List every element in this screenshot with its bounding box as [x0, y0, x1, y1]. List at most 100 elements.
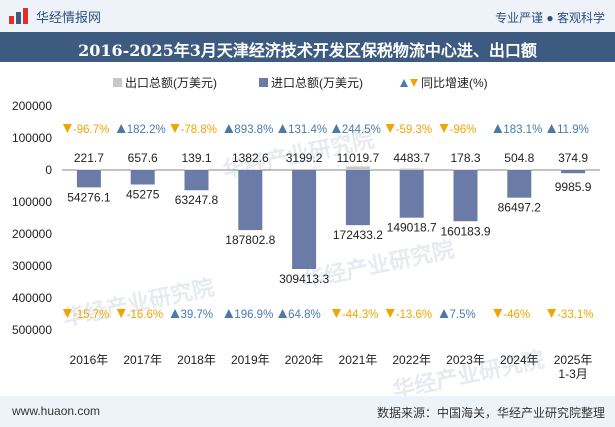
export-value-label: 1382.6	[232, 151, 269, 165]
legend-label-export: 出口总额(万美元)	[125, 76, 217, 90]
export-growth-label: -96.7%	[73, 124, 109, 136]
import-bar	[238, 170, 263, 231]
import-bar	[561, 170, 586, 174]
slogan: 专业严谨 ● 客观科学	[495, 11, 605, 25]
x-tick-label: 2022年	[392, 353, 431, 367]
y-tick-label: 500000	[12, 323, 52, 337]
legend-triangle-up-icon	[400, 79, 408, 87]
export-growth-down-icon	[439, 124, 449, 133]
brand-logo-icon	[9, 8, 28, 24]
x-tick-label: 2023年	[446, 353, 485, 367]
brand-name: 华经情报网	[36, 9, 102, 25]
import-growth-label: -15.7%	[73, 309, 109, 321]
export-value-label: 221.7	[74, 151, 104, 165]
import-growth-label: 7.5%	[450, 309, 476, 321]
x-tick-label: 2017年	[123, 353, 162, 367]
import-growth-label: 196.9%	[234, 309, 273, 321]
export-value-label: 139.1	[181, 151, 211, 165]
export-growth-up-icon	[331, 124, 341, 133]
export-bar	[130, 169, 155, 170]
import-value-label: 149018.7	[387, 221, 437, 235]
import-growth-up-icon	[224, 309, 234, 318]
export-growth-label: 131.4%	[288, 124, 327, 136]
footer-site: www.huaon.com	[12, 404, 101, 418]
export-bar	[453, 169, 478, 170]
import-growth-up-icon	[170, 309, 180, 318]
export-value-label: 657.6	[128, 151, 158, 165]
x-tick-label: 2018年	[177, 353, 216, 367]
header-band	[0, 0, 615, 32]
import-growth-down-icon	[62, 309, 72, 318]
export-growth-up-icon	[547, 124, 557, 133]
export-value-label: 504.8	[504, 151, 534, 165]
export-growth-label: -96%	[450, 124, 477, 136]
legend-swatch-import	[259, 78, 268, 87]
export-bar	[238, 169, 263, 170]
legend-label-growth: 同比增速(%)	[421, 76, 488, 90]
legend-label-import: 进口总额(万美元)	[271, 76, 363, 90]
import-value-label: 54276.1	[67, 190, 111, 204]
chart-title: 2016-2025年3月天津经济技术开发区保税物流中心进、出口额	[78, 41, 537, 60]
export-growth-label: 183.1%	[503, 124, 542, 136]
export-growth-down-icon	[170, 124, 180, 133]
import-bar	[130, 170, 155, 185]
brand: 华经情报网	[8, 6, 101, 26]
import-growth-label: -44.3%	[342, 309, 378, 321]
import-growth-down-icon	[331, 309, 341, 318]
legend-triangle-down-icon	[410, 79, 418, 87]
export-growth-label: 244.5%	[342, 124, 381, 136]
legend-swatch-export	[113, 78, 122, 87]
export-growth-label: -59.3%	[396, 124, 432, 136]
export-value-label: 374.9	[558, 151, 588, 165]
import-value-label: 86497.2	[498, 201, 542, 215]
import-growth-up-icon	[439, 309, 449, 318]
x-tick-label: 2021年	[339, 353, 378, 367]
import-value-label: 309413.3	[279, 272, 329, 286]
export-growth-down-icon	[62, 124, 72, 133]
y-tick-label: 400000	[12, 291, 52, 305]
export-growth-up-icon	[278, 124, 288, 133]
y-tick-label: 0	[45, 163, 52, 177]
export-growth-label: 182.2%	[127, 124, 166, 136]
import-value-label: 45275	[126, 187, 160, 201]
y-tick-label: 200000	[12, 99, 52, 113]
export-value-label: 4483.7	[393, 151, 430, 165]
x-tick-label: 2020年	[285, 353, 324, 367]
import-bar	[292, 170, 317, 270]
export-growth-label: 893.8%	[234, 124, 273, 136]
export-growth-label: -78.8%	[181, 124, 217, 136]
x-tick-label: 1-3月	[558, 367, 587, 381]
import-value-label: 160183.9	[440, 224, 490, 238]
watermark-1: 华经产业研究院	[61, 274, 217, 331]
import-bar	[184, 170, 209, 191]
export-bar	[399, 168, 424, 170]
import-bar	[507, 170, 532, 198]
import-growth-up-icon	[278, 309, 288, 318]
import-bar	[453, 170, 478, 222]
import-growth-label: 64.8%	[288, 309, 321, 321]
export-growth-up-icon	[116, 124, 126, 133]
import-value-label: 187802.8	[225, 233, 275, 247]
x-tick-label: 2016年	[70, 353, 109, 367]
x-tick-label: 2024年	[500, 353, 539, 367]
export-bar	[561, 169, 586, 170]
import-growth-label: -16.6%	[127, 309, 163, 321]
y-tick-label: 300000	[12, 259, 52, 273]
import-value-label: 9985.9	[555, 180, 592, 194]
chart-svg: 华经产业研究院华经产业研究院华经产业研究院华经产业研究院200000100000…	[12, 76, 600, 396]
import-bar	[76, 170, 101, 188]
import-growth-label: -46%	[503, 309, 530, 321]
export-bar	[76, 169, 101, 170]
import-value-label: 63247.8	[175, 193, 219, 207]
import-growth-down-icon	[547, 309, 557, 318]
x-tick-label: 2019年	[231, 353, 270, 367]
export-value-label: 178.3	[450, 151, 480, 165]
import-growth-label: 39.7%	[181, 309, 214, 321]
export-growth-up-icon	[493, 124, 503, 133]
export-bar	[507, 169, 532, 170]
export-bar	[345, 166, 370, 170]
y-tick-label: 100000	[12, 131, 52, 145]
import-growth-down-icon	[385, 309, 395, 318]
title-band	[0, 32, 615, 62]
